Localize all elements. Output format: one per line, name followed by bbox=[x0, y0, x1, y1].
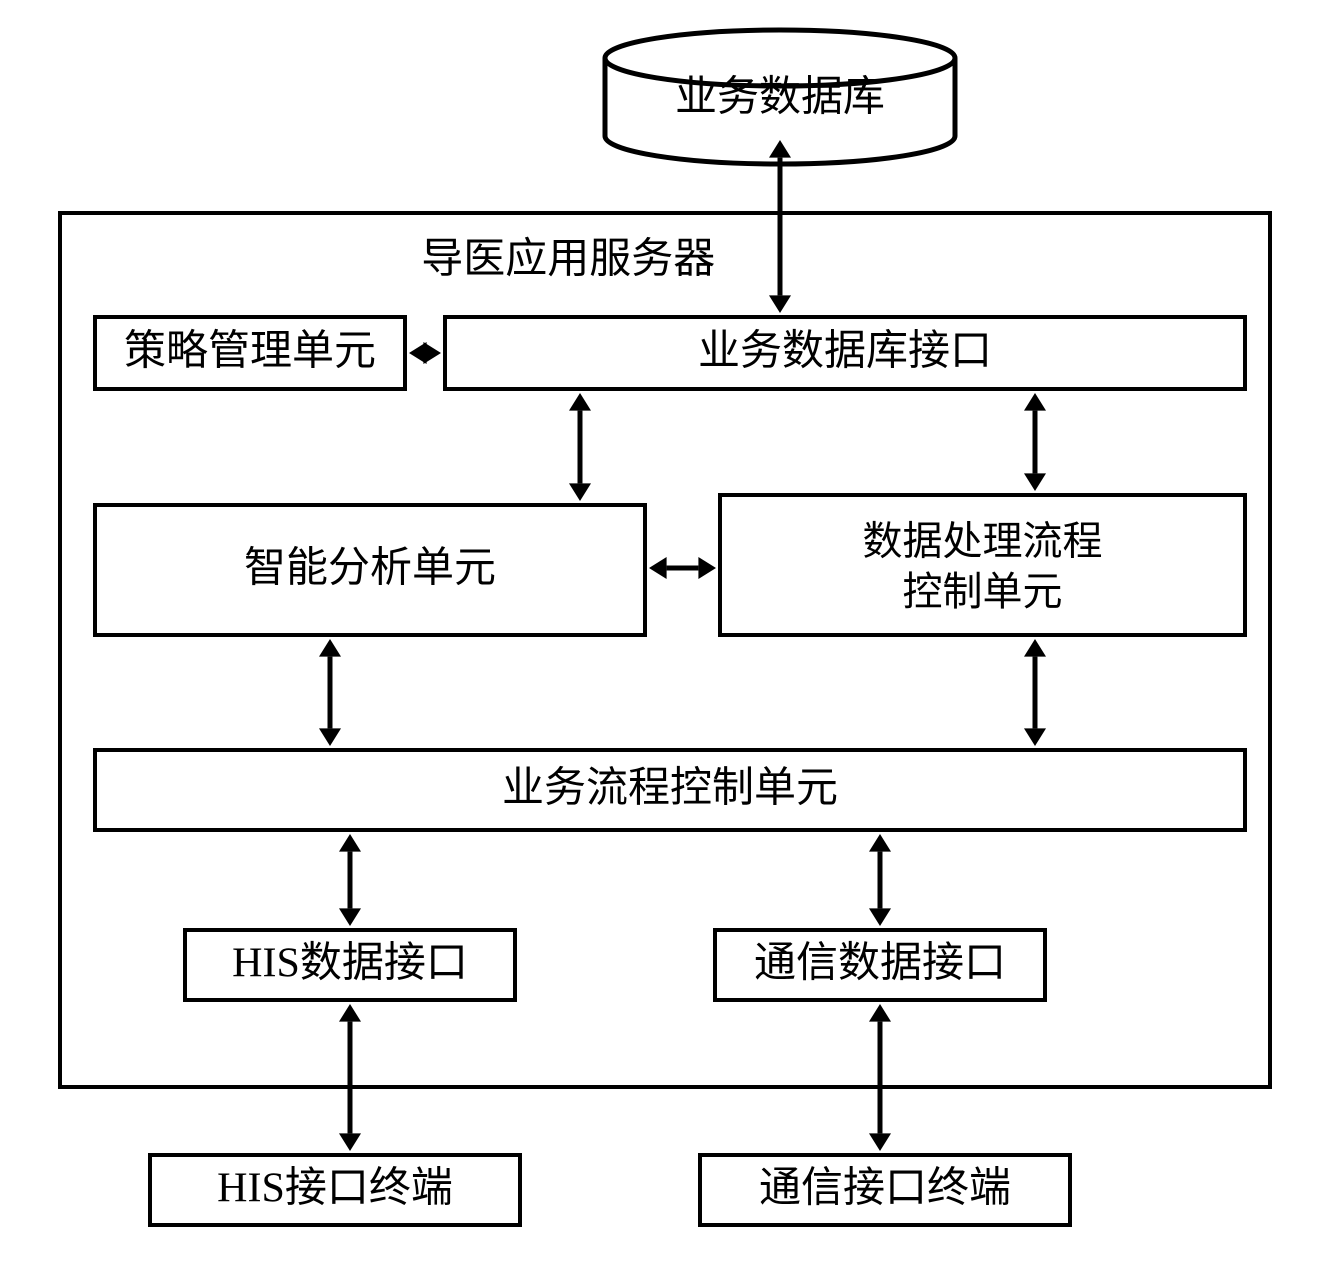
server-title: 导医应用服务器 bbox=[421, 236, 715, 283]
comm-interface-terminal-label: 通信接口终端 bbox=[759, 1166, 1011, 1212]
intelligent-analysis-label: 智能分析单元 bbox=[244, 546, 496, 592]
comm-data-interface: 通信数据接口 bbox=[715, 930, 1045, 1000]
his-interface-terminal: HIS接口终端 bbox=[150, 1155, 520, 1225]
comm-data-interface-label: 通信数据接口 bbox=[754, 941, 1006, 987]
business-db-interface-label: 业务数据库接口 bbox=[698, 329, 992, 375]
intelligent-analysis: 智能分析单元 bbox=[95, 505, 645, 635]
database-label: 业务数据库 bbox=[675, 75, 885, 121]
data-proc-flow-ctrl-label-1: 数据处理流程 bbox=[863, 518, 1103, 563]
his-interface-terminal-label: HIS接口终端 bbox=[217, 1166, 453, 1212]
business-flow-ctrl-label: 业务流程控制单元 bbox=[502, 766, 838, 812]
comm-interface-terminal: 通信接口终端 bbox=[700, 1155, 1070, 1225]
data-proc-flow-ctrl-label-2: 控制单元 bbox=[903, 569, 1063, 614]
business-db-interface: 业务数据库接口 bbox=[445, 317, 1245, 389]
policy-mgmt-unit: 策略管理单元 bbox=[95, 317, 405, 389]
his-data-interface: HIS数据接口 bbox=[185, 930, 515, 1000]
policy-mgmt-unit-label: 策略管理单元 bbox=[124, 329, 376, 375]
business-flow-ctrl: 业务流程控制单元 bbox=[95, 750, 1245, 830]
his-data-interface-label: HIS数据接口 bbox=[232, 941, 468, 987]
data-proc-flow-ctrl: 数据处理流程控制单元 bbox=[720, 495, 1245, 635]
